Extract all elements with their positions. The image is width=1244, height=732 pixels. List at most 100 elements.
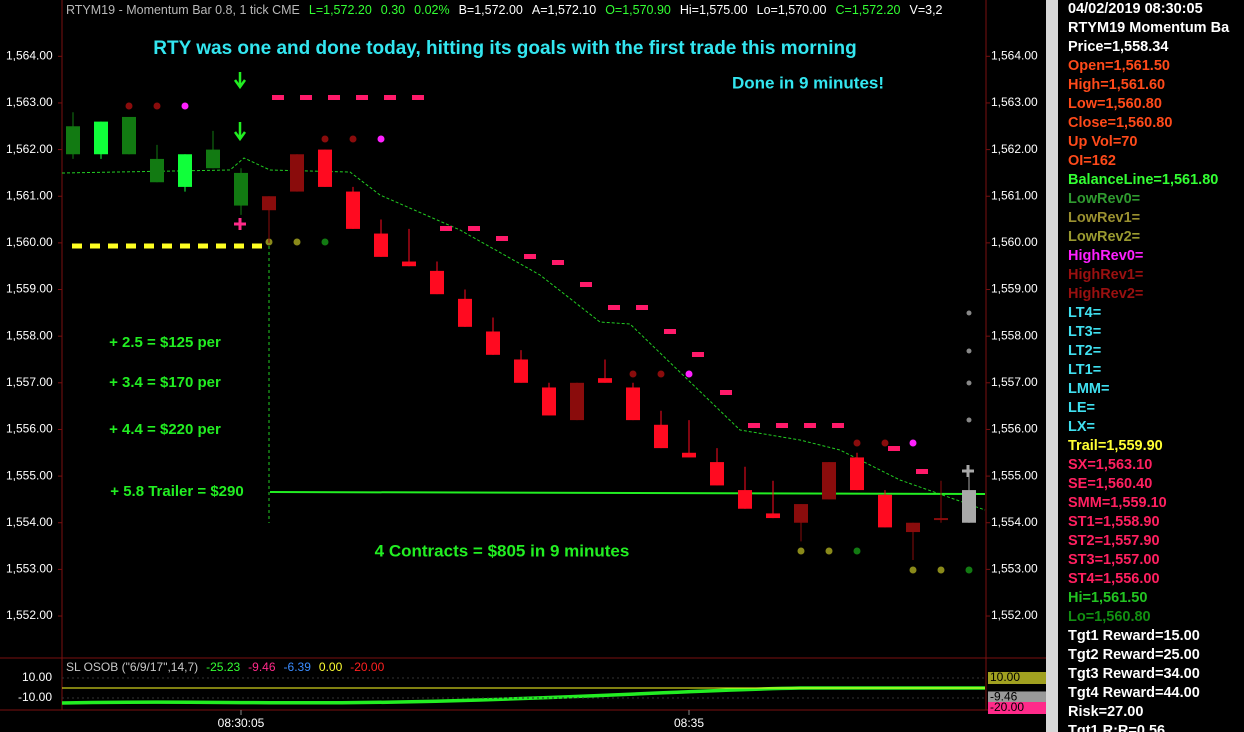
info-line: Up Vol=70 bbox=[1068, 134, 1138, 150]
candle-body bbox=[878, 494, 892, 528]
header-item: Hi=1,575.00 bbox=[679, 3, 748, 17]
y-tick-label: 1,561.00 bbox=[6, 188, 53, 202]
info-line: LMM= bbox=[1068, 381, 1110, 397]
header-item: 0.30 bbox=[380, 3, 406, 17]
info-line: ST4=1,556.00 bbox=[1068, 571, 1160, 587]
candle-body bbox=[402, 261, 416, 267]
y-tick-label: 1,555.00 bbox=[6, 468, 53, 482]
candle-body bbox=[234, 172, 248, 206]
candle-body bbox=[94, 121, 108, 155]
entry-plus bbox=[234, 218, 246, 230]
annotation: 4 Contracts = $805 in 9 minutes bbox=[375, 541, 630, 560]
candle-body bbox=[934, 518, 948, 521]
y-tick-label: 1,552.00 bbox=[991, 608, 1038, 622]
indicator-tick-label: 10.00 bbox=[22, 670, 52, 684]
info-line: Tgt1 R:R=0.56 bbox=[1068, 723, 1166, 732]
candle-body bbox=[150, 158, 164, 183]
candle-body bbox=[766, 513, 780, 519]
y-tick-label: 1,559.00 bbox=[991, 282, 1038, 296]
candle-body bbox=[346, 191, 360, 229]
y-tick-label: 1,556.00 bbox=[6, 422, 53, 436]
header-item: V=3,2 bbox=[909, 3, 943, 17]
header-item: Lo=1,570.00 bbox=[756, 3, 827, 17]
info-line: HighRev0= bbox=[1068, 248, 1144, 264]
stop-marks bbox=[272, 95, 928, 474]
y-tick-label: 1,554.00 bbox=[991, 515, 1038, 529]
y-tick-label: 1,564.00 bbox=[991, 48, 1038, 62]
y-tick-label: 1,558.00 bbox=[6, 328, 53, 342]
candle-body bbox=[598, 378, 612, 383]
info-line: High=1,561.60 bbox=[1068, 77, 1166, 93]
candle-body bbox=[822, 462, 836, 500]
y-tick-label: 1,562.00 bbox=[991, 142, 1038, 156]
price-plus bbox=[962, 465, 974, 477]
x-tick-label: 08:35 bbox=[674, 716, 704, 730]
annotation: + 4.4 = $220 per bbox=[109, 421, 221, 438]
chart-header: RTYM19 - Momentum Bar 0.8, 1 tick CME L=1… bbox=[66, 3, 952, 17]
candle-body bbox=[206, 149, 220, 169]
y-tick-label: 1,564.00 bbox=[6, 48, 53, 62]
info-line: HighRev1= bbox=[1068, 267, 1144, 283]
y-tick-label: 1,560.00 bbox=[6, 235, 53, 249]
y-tick-label: 1,559.00 bbox=[6, 282, 53, 296]
candle-body bbox=[122, 116, 136, 155]
header-item: L=1,572.20 bbox=[308, 3, 372, 17]
info-line: LT1= bbox=[1068, 362, 1102, 378]
y-tick-label: 1,552.00 bbox=[6, 608, 53, 622]
y-tick-label: 1,553.00 bbox=[991, 562, 1038, 576]
info-line: HighRev2= bbox=[1068, 286, 1144, 302]
candle-body bbox=[486, 331, 500, 355]
candle-body bbox=[626, 387, 640, 421]
indicator-value-label: 10.00 bbox=[990, 670, 1020, 684]
candle-body bbox=[654, 424, 668, 449]
info-line: Tgt1 Reward=15.00 bbox=[1068, 628, 1200, 644]
info-line: Close=1,560.80 bbox=[1068, 115, 1173, 131]
candle-body bbox=[850, 457, 864, 491]
target-line bbox=[269, 491, 986, 495]
candle-body bbox=[906, 522, 920, 533]
info-line: SMM=1,559.10 bbox=[1068, 495, 1167, 511]
annotation: Done in 9 minutes! bbox=[732, 73, 884, 92]
y-tick-label: 1,561.00 bbox=[991, 188, 1038, 202]
dots bbox=[125, 102, 973, 574]
info-line: Price=1,558.34 bbox=[1068, 39, 1169, 55]
candle-body bbox=[178, 154, 192, 187]
candle-body bbox=[430, 270, 444, 295]
candle-body bbox=[290, 154, 304, 192]
header-item: B=1,572.00 bbox=[458, 3, 523, 17]
indicator-header: SL OSOB ("6/9/17",14,7) -25.23 -9.46 -6.39 0… bbox=[66, 660, 392, 674]
annotation: + 5.8 Trailer = $290 bbox=[110, 483, 243, 500]
info-line: Tgt3 Reward=34.00 bbox=[1068, 666, 1200, 682]
y-tick-label: 1,558.00 bbox=[991, 328, 1038, 342]
info-line: LE= bbox=[1068, 400, 1095, 416]
info-line: Tgt2 Reward=25.00 bbox=[1068, 647, 1200, 663]
info-line: Open=1,561.50 bbox=[1068, 58, 1170, 74]
info-line: Tgt4 Reward=44.00 bbox=[1068, 685, 1200, 701]
indicator-value-box bbox=[988, 672, 1046, 684]
y-tick-label: 1,563.00 bbox=[991, 95, 1038, 109]
header-item: O=1,570.90 bbox=[605, 3, 671, 17]
indicator-item: -6.39 bbox=[283, 660, 311, 674]
y-tick-label: 1,562.00 bbox=[6, 142, 53, 156]
indicator-value-box bbox=[988, 691, 1046, 704]
indicator-item: 0.00 bbox=[318, 660, 343, 674]
info-panel: 04/02/2019 08:30:05 RTYM19 Momentum Ba Pri… bbox=[1058, 0, 1244, 732]
info-line: Lo=1,560.80 bbox=[1068, 609, 1151, 625]
info-line: OI=162 bbox=[1068, 153, 1116, 169]
info-line: BalanceLine=1,561.80 bbox=[1068, 172, 1219, 188]
info-line: 04/02/2019 08:30:05 bbox=[1068, 1, 1203, 17]
candle-body bbox=[514, 359, 528, 383]
candle-body bbox=[962, 490, 976, 523]
candle-body bbox=[738, 490, 752, 509]
y-tick-label: 1,557.00 bbox=[6, 375, 53, 389]
chart-title: RTY was one and done today, hitting its … bbox=[153, 38, 856, 59]
candle-body bbox=[794, 504, 808, 523]
info-line: SE=1,560.40 bbox=[1068, 476, 1153, 492]
indicator-item: -25.23 bbox=[206, 660, 241, 674]
x-tick-label: 08:30:05 bbox=[218, 716, 265, 730]
y-tick-label: 1,555.00 bbox=[991, 468, 1038, 482]
info-line: SX=1,563.10 bbox=[1068, 457, 1153, 473]
y-tick-label: 1,560.00 bbox=[991, 235, 1038, 249]
info-line: LowRev2= bbox=[1068, 229, 1141, 245]
y-tick-label: 1,563.00 bbox=[6, 95, 53, 109]
